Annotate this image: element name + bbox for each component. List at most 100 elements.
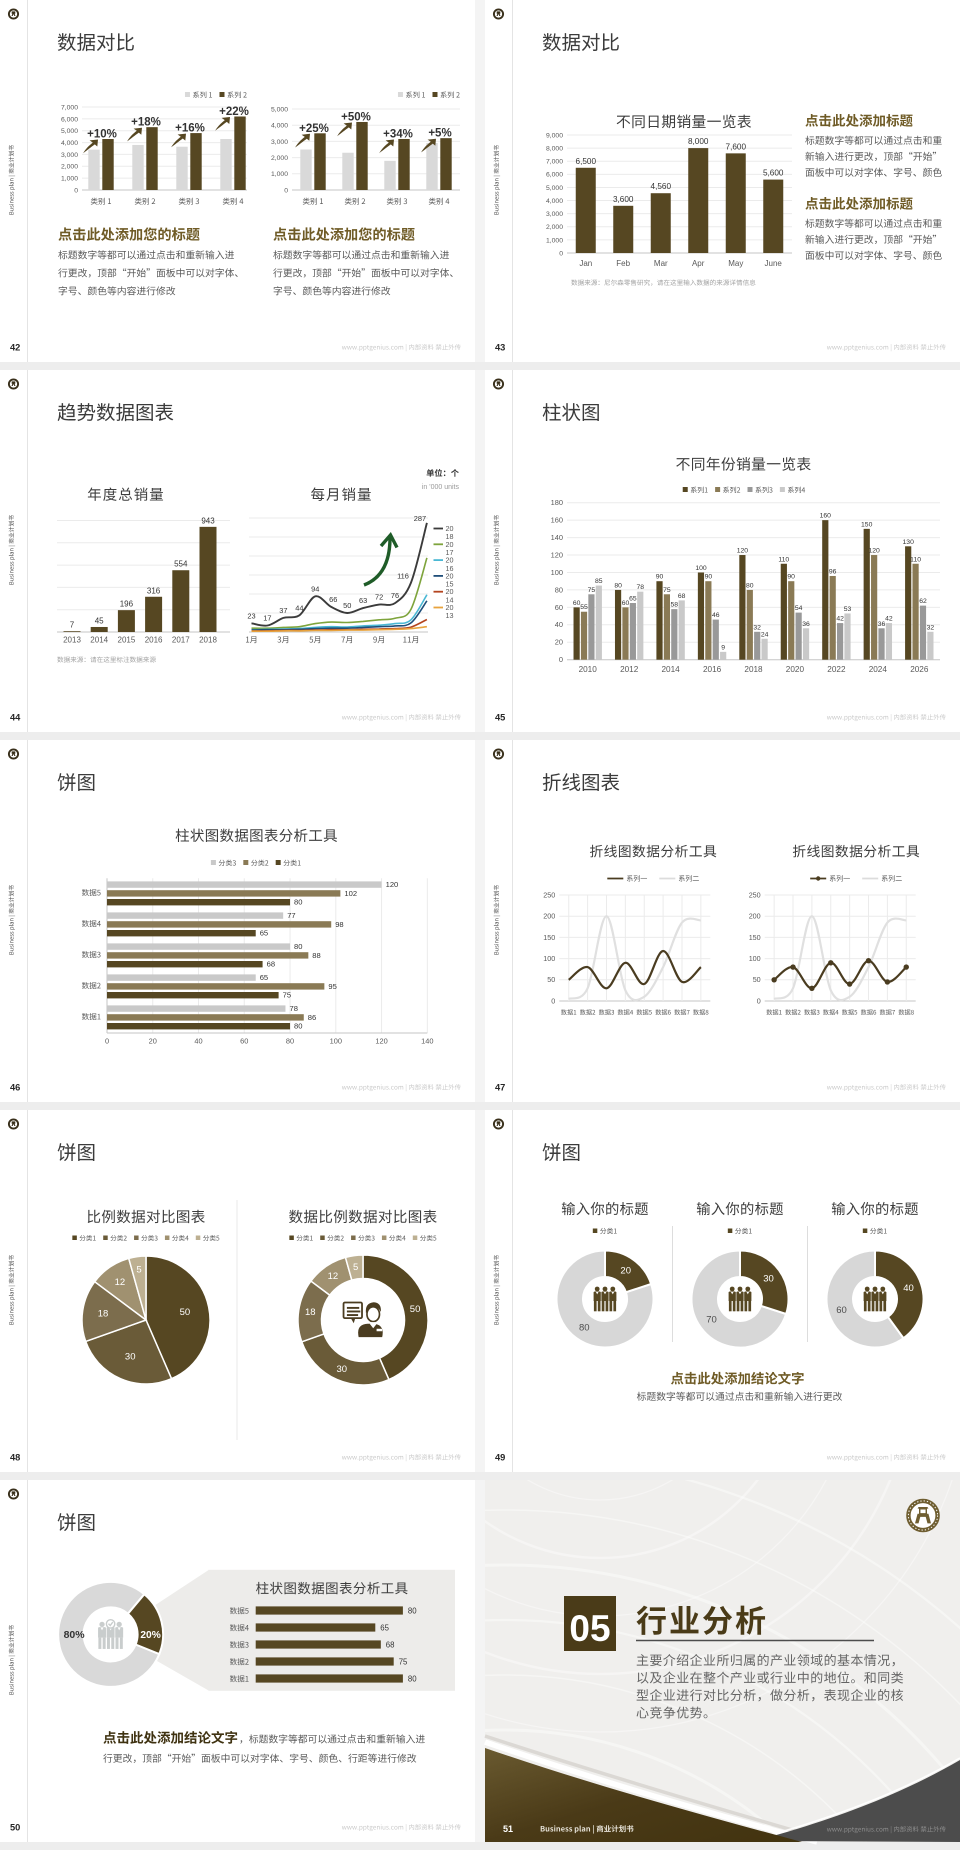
svg-text:95: 95 [328,982,336,991]
svg-text:0: 0 [284,187,288,194]
svg-text:+18%: +18% [131,117,161,129]
svg-text:98: 98 [335,920,343,929]
svg-text:+16%: +16% [175,123,205,135]
svg-text:140: 140 [551,533,563,542]
svg-text:9: 9 [721,644,725,651]
svg-text:13: 13 [446,611,454,620]
svg-text:32: 32 [927,624,935,631]
svg-text:2026: 2026 [910,665,929,674]
svg-text:40: 40 [903,1283,914,1294]
svg-text:44: 44 [295,603,303,612]
svg-text:2022: 2022 [827,665,846,674]
svg-text:4,560: 4,560 [651,182,672,191]
svg-text:12: 12 [115,1277,126,1288]
svg-text:60: 60 [573,600,581,607]
svg-text:2010: 2010 [579,665,598,674]
svg-text:50: 50 [343,601,351,610]
svg-text:68: 68 [267,960,275,969]
svg-text:120: 120 [737,548,749,555]
svg-text:36: 36 [878,621,886,628]
svg-text:196: 196 [120,600,134,609]
svg-text:75: 75 [283,991,291,1000]
svg-text:Feb: Feb [616,259,630,268]
svg-text:7,600: 7,600 [726,142,747,151]
svg-text:8,000: 8,000 [688,137,709,146]
svg-text:120: 120 [386,880,399,889]
svg-text:20: 20 [555,638,563,647]
svg-text:50: 50 [410,1304,421,1315]
svg-text:+50%: +50% [341,112,371,124]
svg-text:54: 54 [795,605,803,612]
svg-text:60: 60 [555,603,563,612]
svg-text:4,000: 4,000 [61,140,78,147]
svg-text:60: 60 [836,1305,847,1316]
svg-text:55: 55 [580,604,588,611]
svg-text:Jan: Jan [579,259,592,268]
svg-text:80: 80 [746,582,754,589]
svg-text:18: 18 [98,1309,109,1320]
svg-text:200: 200 [543,912,555,921]
svg-text:50: 50 [10,1823,20,1833]
svg-text:20: 20 [446,540,454,549]
svg-text:24: 24 [761,631,769,638]
svg-text:100: 100 [330,1037,342,1046]
svg-text:6,000: 6,000 [61,116,78,123]
svg-text:80: 80 [408,1675,417,1684]
svg-text:85: 85 [595,578,603,585]
svg-text:5: 5 [353,1262,358,1273]
svg-text:0: 0 [74,187,78,194]
svg-text:200: 200 [749,912,761,921]
svg-text:100: 100 [695,565,707,572]
svg-text:2,000: 2,000 [61,164,78,171]
svg-text:150: 150 [861,521,873,528]
svg-text:58: 58 [671,602,679,609]
svg-text:5,000: 5,000 [61,128,78,135]
svg-text:250: 250 [749,890,761,899]
svg-text:in '000 units: in '000 units [422,484,460,491]
svg-text:0: 0 [757,996,761,1005]
svg-text:53: 53 [844,606,852,613]
svg-text:Mar: Mar [654,259,668,268]
svg-text:20: 20 [149,1037,157,1046]
svg-text:94: 94 [311,584,319,593]
svg-text:160: 160 [820,513,832,520]
svg-text:86: 86 [308,1013,316,1022]
svg-text:180: 180 [551,498,563,507]
svg-text:23: 23 [247,611,255,620]
svg-text:7,000: 7,000 [546,159,563,166]
svg-text:100: 100 [749,954,761,963]
svg-text:0: 0 [105,1037,109,1046]
svg-text:6,000: 6,000 [546,172,563,179]
svg-text:2017: 2017 [172,636,190,645]
svg-text:7,000: 7,000 [61,104,78,111]
svg-text:+10%: +10% [87,129,117,141]
svg-text:77: 77 [287,911,295,920]
svg-text:116: 116 [397,572,409,581]
svg-text:50: 50 [180,1307,191,1318]
svg-text:75: 75 [399,1658,408,1667]
svg-text:30: 30 [763,1273,774,1284]
svg-text:88: 88 [312,951,320,960]
svg-text:72: 72 [375,593,383,602]
svg-text:40: 40 [194,1037,202,1046]
svg-text:+25%: +25% [299,123,329,135]
svg-text:62: 62 [919,598,927,605]
svg-text:160: 160 [551,516,563,525]
svg-text:80: 80 [294,942,302,951]
svg-text:1,000: 1,000 [271,171,288,178]
svg-text:30: 30 [125,1351,136,1362]
svg-text:2020: 2020 [786,665,805,674]
svg-text:554: 554 [174,560,188,569]
svg-text:+22%: +22% [219,106,249,118]
svg-text:48: 48 [10,1453,20,1463]
svg-text:140: 140 [421,1037,433,1046]
svg-text:May: May [728,259,743,268]
svg-text:3,000: 3,000 [546,211,563,218]
svg-text:2,000: 2,000 [546,224,563,231]
svg-text:80: 80 [294,898,302,907]
svg-text:45: 45 [495,713,505,723]
svg-text:20: 20 [620,1266,631,1277]
svg-text:1,000: 1,000 [546,237,563,244]
svg-text:3,000: 3,000 [61,152,78,159]
svg-text:42: 42 [10,343,20,353]
